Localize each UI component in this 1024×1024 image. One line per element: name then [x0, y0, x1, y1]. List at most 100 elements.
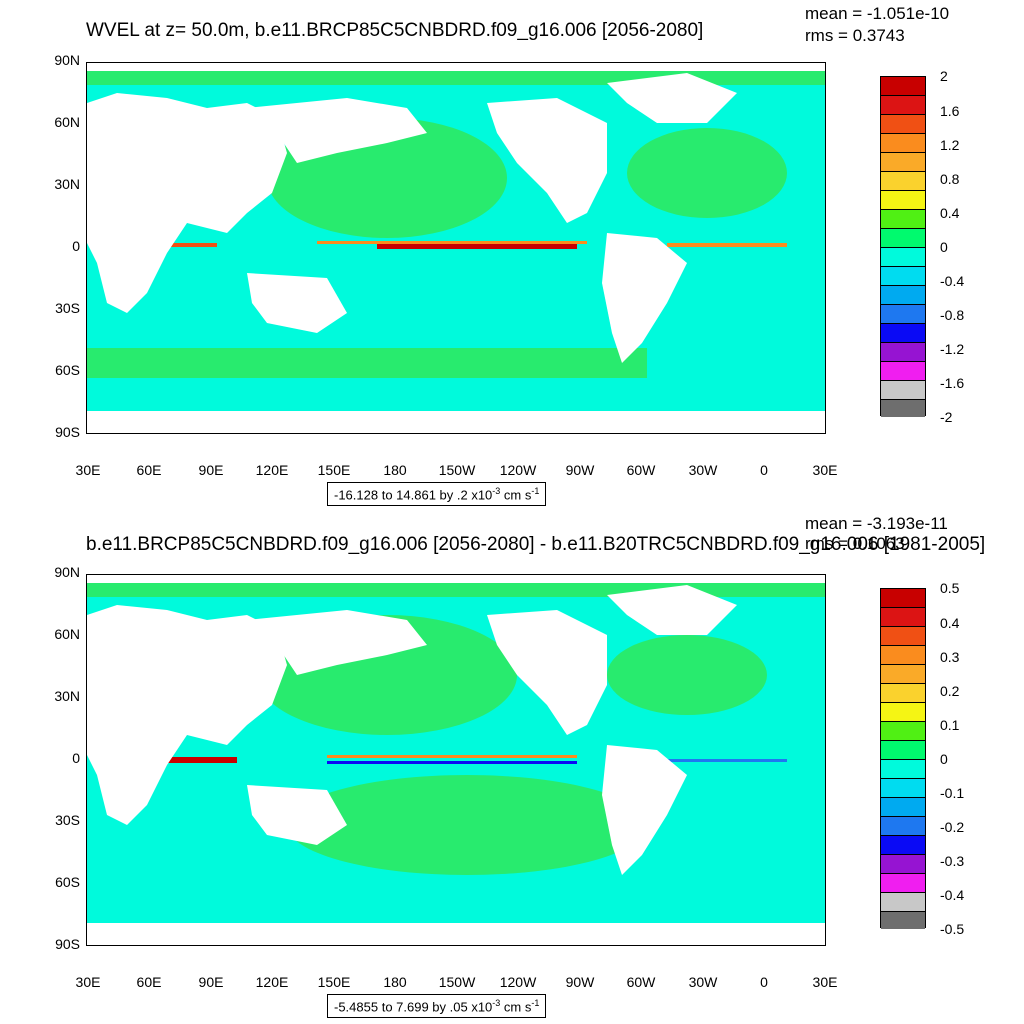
bottom-land-south-america — [602, 745, 687, 875]
bottom-land-north-america — [487, 610, 607, 735]
bottom-colorbar-swatch — [881, 836, 925, 855]
top-colorbar-label: -1.2 — [940, 341, 965, 357]
top-map-title: WVEL at z= 50.0m, b.e11.BRCP85C5CNBDRD.f… — [86, 20, 704, 41]
top-x-label-90w: 90W — [565, 462, 595, 478]
top-y-label-30s: 30S — [55, 300, 80, 316]
bottom-y-label-90n: 90N — [54, 564, 80, 580]
top-x-label-30e: 30E — [75, 462, 101, 478]
bottom-contour-range: -5.4855 to 7.699 by .05 x10-3 cm s-1 — [327, 994, 547, 1019]
top-colorbar-swatch — [881, 134, 925, 153]
bottom-y-label-eq: 0 — [72, 750, 80, 766]
top-colorbar-label: -0.4 — [940, 273, 965, 289]
bottom-map-title: b.e11.BRCP85C5CNBDRD.f09_g16.006 [2056-2… — [86, 534, 986, 555]
bottom-colorbar-label: 0.3 — [940, 649, 960, 665]
bottom-y-label-30s: 30S — [55, 812, 80, 828]
top-colorbar-swatch — [881, 286, 925, 305]
bottom-colorbar-label: -0.3 — [940, 853, 965, 869]
top-x-label-60e: 60E — [136, 462, 162, 478]
bottom-colorbar-swatch — [881, 703, 925, 722]
top-x-label-150w: 150W — [438, 462, 476, 478]
bottom-colorbar-swatch — [881, 589, 925, 608]
top-colorbar-label: -2 — [940, 409, 953, 425]
bottom-land-greenland — [607, 585, 737, 635]
bottom-colorbar-swatch — [881, 760, 925, 779]
bottom-colorbar-swatch — [881, 665, 925, 684]
top-colorbar-label: 1.2 — [940, 137, 960, 153]
top-colorbar-swatch — [881, 248, 925, 267]
bottom-colorbar-label: 0.2 — [940, 683, 960, 699]
top-land-australia — [247, 273, 347, 333]
bottom-rms-stat: rms = 0.1063 — [805, 534, 905, 553]
top-mean-stat: mean = -1.051e-10 — [805, 4, 950, 23]
bottom-colorbar-label: 0.4 — [940, 615, 960, 631]
top-x-label-150e: 150E — [317, 462, 351, 478]
bottom-y-label-90s: 90S — [55, 936, 80, 952]
top-colorbar-label: -1.6 — [940, 375, 965, 391]
top-colorbar — [880, 76, 926, 417]
top-map-plot — [86, 62, 826, 434]
bottom-x-label-120w: 120W — [499, 974, 537, 990]
bottom-x-label-90w: 90W — [565, 974, 595, 990]
top-map-svg — [87, 63, 825, 433]
bottom-y-label-60s: 60S — [55, 874, 80, 890]
bottom-x-label-120e: 120E — [255, 974, 289, 990]
bottom-x-label-150w: 150W — [438, 974, 476, 990]
bottom-colorbar-label: -0.4 — [940, 887, 965, 903]
bottom-x-label-30w: 30W — [688, 974, 718, 990]
top-colorbar-swatch — [881, 324, 925, 343]
top-x-label-60w: 60W — [626, 462, 656, 478]
bottom-x-label-30e: 30E — [75, 974, 101, 990]
top-x-label-120e: 120E — [255, 462, 289, 478]
top-land-antarctica — [87, 411, 825, 433]
top-colorbar-swatch — [881, 362, 925, 381]
top-colorbar-swatch — [881, 191, 925, 210]
top-colorbar-label: 0.8 — [940, 171, 960, 187]
bottom-colorbar-swatch — [881, 817, 925, 836]
top-land-eurasia-africa — [87, 93, 287, 313]
top-colorbar-label: 1.6 — [940, 103, 960, 119]
top-equatorial-upwelling — [377, 243, 577, 249]
top-x-label-0: 0 — [760, 462, 768, 478]
bottom-colorbar-label: -0.1 — [940, 785, 965, 801]
bottom-colorbar-swatch — [881, 779, 925, 798]
bottom-y-label-60n: 60N — [54, 626, 80, 642]
top-y-label-60s: 60S — [55, 362, 80, 378]
top-y-label-30n: 30N — [54, 176, 80, 192]
bottom-colorbar-swatch — [881, 722, 925, 741]
bottom-colorbar-swatch — [881, 855, 925, 874]
top-colorbar-swatch — [881, 400, 925, 417]
bottom-x-label-0: 0 — [760, 974, 768, 990]
bottom-colorbar-swatch — [881, 874, 925, 893]
top-contour-range: -16.128 to 14.861 by .2 x10-3 cm s-1 — [327, 482, 547, 507]
bottom-land-antarctica — [87, 923, 825, 945]
bottom-colorbar-label: -0.2 — [940, 819, 965, 835]
bottom-x-label-30e-end: 30E — [812, 974, 838, 990]
top-colorbar-swatch — [881, 229, 925, 248]
bottom-x-label-150e: 150E — [317, 974, 351, 990]
bottom-y-label-30n: 30N — [54, 688, 80, 704]
bottom-colorbar-swatch — [881, 798, 925, 817]
bottom-map-panel: b.e11.BRCP85C5CNBDRD.f09_g16.006 [2056-2… — [0, 512, 1024, 1024]
top-colorbar-swatch — [881, 172, 925, 191]
top-x-label-120w: 120W — [499, 462, 537, 478]
bottom-colorbar — [880, 588, 926, 929]
top-land-greenland — [607, 73, 737, 123]
bottom-land-australia — [247, 785, 347, 845]
top-colorbar-swatch — [881, 153, 925, 172]
bottom-map-plot — [86, 574, 826, 946]
bottom-map-svg — [87, 575, 825, 945]
bottom-land-eurasia-africa — [87, 605, 287, 825]
top-x-label-30e-end: 30E — [812, 462, 838, 478]
top-colorbar-swatch — [881, 267, 925, 286]
bottom-colorbar-swatch — [881, 684, 925, 703]
bottom-colorbar-swatch — [881, 893, 925, 912]
bottom-colorbar-label: -0.5 — [940, 921, 965, 937]
top-colorbar-swatch — [881, 305, 925, 324]
top-y-label-eq: 0 — [72, 238, 80, 254]
top-land-south-america — [602, 233, 687, 363]
top-colorbar-label: -0.8 — [940, 307, 965, 323]
top-y-label-60n: 60N — [54, 114, 80, 130]
bottom-x-label-60e: 60E — [136, 974, 162, 990]
top-colorbar-label: 0 — [940, 239, 948, 255]
bottom-colorbar-swatch — [881, 627, 925, 646]
